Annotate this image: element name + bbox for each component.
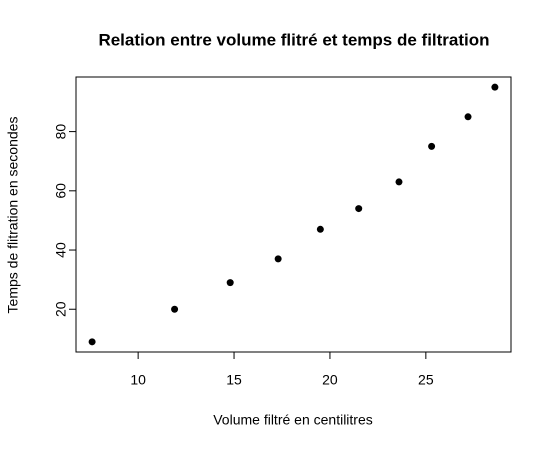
point <box>226 279 234 287</box>
chart-title: Relation entre volume flitré et temps de… <box>98 30 489 49</box>
y-tick-label: 20 <box>53 301 69 317</box>
plot-box <box>75 76 512 353</box>
point <box>88 338 96 346</box>
point <box>171 305 179 313</box>
point <box>355 205 363 213</box>
point <box>428 142 436 150</box>
y-axis-label: Temps de flitration en secondes <box>5 117 21 314</box>
point <box>316 225 324 233</box>
y-tick-label: 60 <box>53 183 69 199</box>
x-axis-label: Volume filtré en centilitres <box>213 412 373 428</box>
point <box>491 83 499 91</box>
x-tick-label: 25 <box>418 372 434 388</box>
point <box>274 255 282 263</box>
x-tick-label: 10 <box>130 372 146 388</box>
point <box>395 178 403 186</box>
y-tick-label: 80 <box>53 124 69 140</box>
y-tick-label: 40 <box>53 242 69 258</box>
x-tick-label: 15 <box>226 372 242 388</box>
point <box>464 113 472 121</box>
x-tick-label: 20 <box>322 372 338 388</box>
